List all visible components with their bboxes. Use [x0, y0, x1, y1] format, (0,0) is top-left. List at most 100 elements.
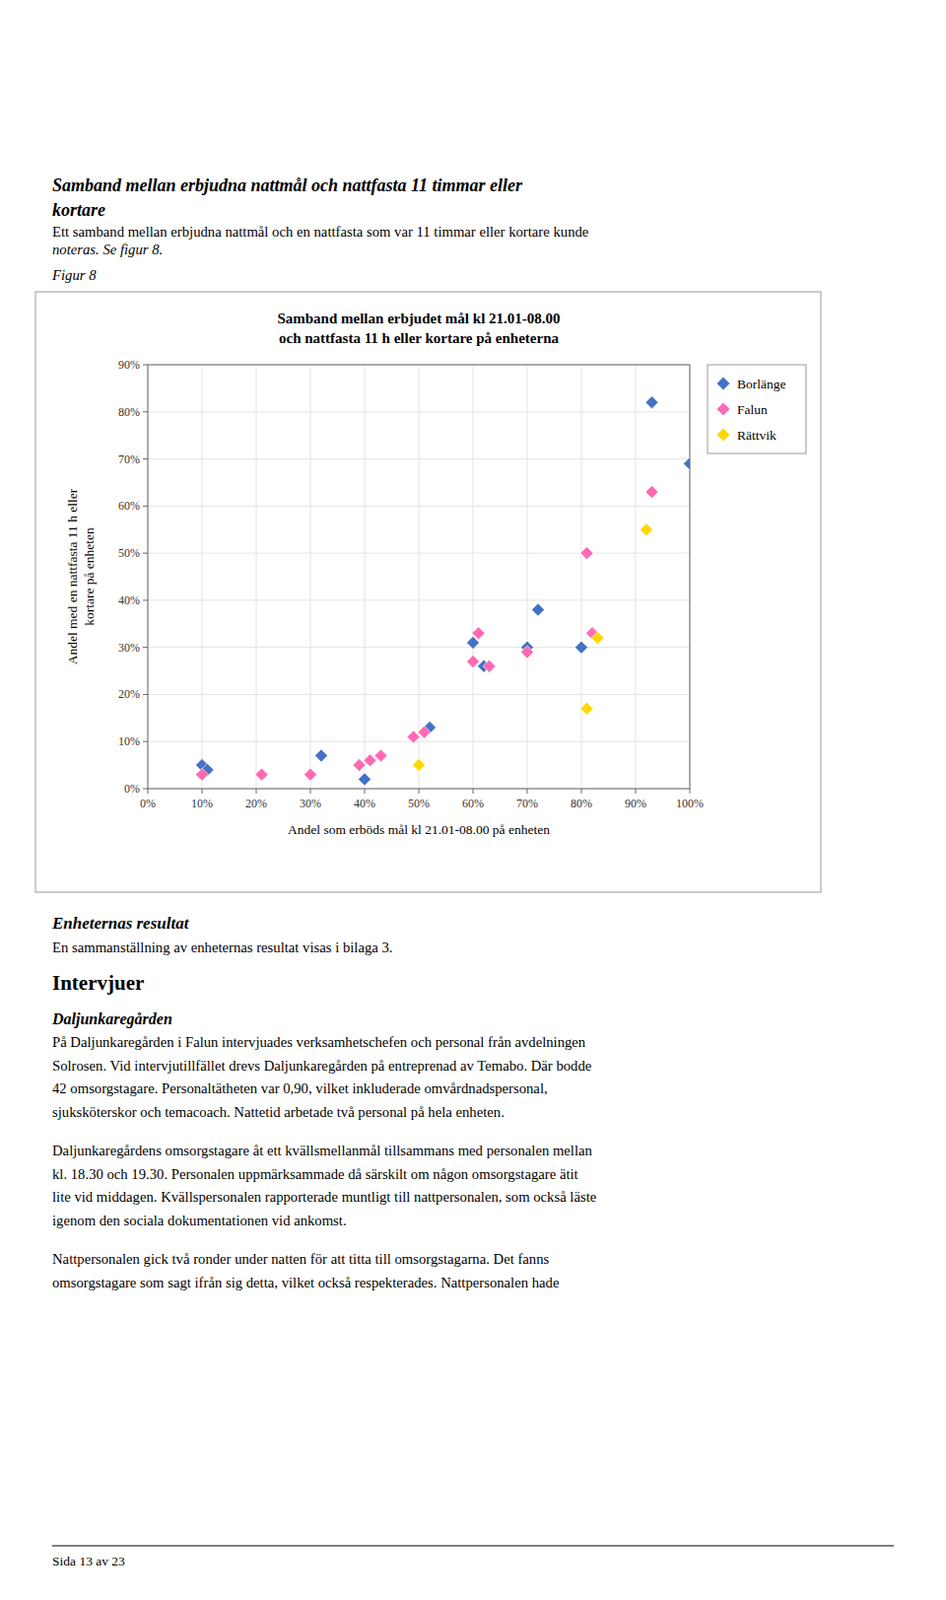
body-text: omsorgstagare som sagt ifrån sig detta, … [52, 1274, 560, 1290]
y-tick [142, 364, 148, 366]
chart-title: Samband mellan erbjudet mål kl 21.01-08.… [276, 310, 560, 346]
legend: BorlängeFalunRättvik [707, 364, 807, 454]
x-tick [310, 788, 312, 794]
point [580, 701, 594, 715]
marks [196, 396, 691, 786]
y-tick-label: 60% [118, 498, 140, 513]
body-text: lite vid middagen. Kvällspersonalen rapp… [52, 1188, 598, 1205]
y-axis-label-line: kortare på enheten [81, 527, 97, 626]
page: Samband mellan erbjudna nattmål och natt… [0, 0, 946, 1600]
chart: Samband mellan erbjudet mål kl 21.01-08.… [65, 310, 807, 837]
y-grid-line [147, 410, 690, 412]
point [467, 655, 480, 669]
y-grid-line [147, 458, 690, 460]
point [683, 457, 691, 471]
y-tick-label: 40% [118, 593, 140, 608]
x-tick [147, 788, 149, 794]
x-grid-line [364, 364, 366, 789]
point [482, 659, 496, 673]
page-title: kortare [52, 200, 106, 220]
figure-label: Figur 8 [51, 267, 97, 283]
legend-box [707, 364, 807, 454]
y-tick-label: 90% [118, 357, 140, 372]
x-tick [256, 788, 258, 794]
point [521, 645, 535, 659]
point [580, 546, 594, 560]
series [196, 396, 691, 786]
page-title: Samband mellan erbjudna nattmål och natt… [52, 175, 524, 196]
y-tick-label: 0% [124, 781, 140, 796]
chart-title-line: och nattfasta 11 h eller kortare på enhe… [278, 330, 559, 346]
y-tick-label: 80% [118, 405, 140, 419]
y-tick-label: 50% [118, 545, 140, 560]
section-title: Enheternas resultat [51, 913, 191, 933]
page-number: Sida 13 av 23 [52, 1553, 126, 1568]
x-tick [418, 788, 420, 794]
point [645, 396, 659, 409]
y-tick [142, 505, 148, 507]
body-text: En sammanställning av enheternas resulta… [52, 939, 393, 955]
x-tick [364, 788, 366, 794]
y-tick-label: 10% [118, 734, 140, 748]
x-tick-label: 20% [245, 796, 268, 811]
legend-label: Rättvik [737, 427, 777, 443]
x-axis-label: Andel som erböds mål kl 21.01-08.00 på e… [287, 821, 550, 837]
point [255, 767, 269, 781]
body-text: kl. 18.30 och 19.30. Personalen uppmärks… [52, 1165, 579, 1182]
x-tick-label: 90% [624, 796, 647, 811]
plot-frame [147, 364, 690, 789]
legend-swatch [717, 377, 731, 391]
y-tick-label: 30% [118, 640, 140, 655]
x-tick [581, 788, 583, 794]
point [532, 603, 545, 616]
x-tick-label: 0% [139, 796, 156, 811]
y-tick [142, 646, 148, 648]
body-text: På Daljunkaregården i Falun intervjuades… [52, 1033, 587, 1050]
section-title: Daljunkaregården [51, 1010, 173, 1028]
y-grid-line [147, 646, 690, 648]
y-axis-label: Andel med en nattfasta 11 h ellerkortare… [65, 487, 97, 665]
x-grid-line [418, 364, 420, 789]
body-text: igenom den sociala dokumentationen vid a… [52, 1212, 347, 1228]
point [374, 748, 388, 762]
page-subtitle: noteras. Se figur 8. [52, 241, 163, 258]
page-subtitle: Ett samband mellan erbjudna nattmål och … [52, 223, 590, 240]
x-grid-line [527, 364, 529, 789]
point [304, 767, 318, 781]
x-tick [527, 788, 529, 794]
point [575, 640, 589, 654]
x-tick [202, 788, 203, 794]
footer-rule [52, 1545, 894, 1547]
x-tick-label: 40% [353, 796, 376, 811]
body-text: 42 omsorgstagare. Personaltätheten var 0… [52, 1080, 548, 1096]
point [472, 626, 485, 640]
legend-swatch [717, 403, 731, 416]
x-tick-label: 80% [570, 796, 593, 811]
y-tick-label: 70% [118, 452, 140, 467]
y-tick [142, 599, 148, 601]
x-tick [689, 788, 691, 794]
point [591, 631, 605, 645]
point [645, 485, 659, 499]
y-grid-line [147, 599, 690, 601]
body-text: Solrosen. Vid intervjutillfället drevs D… [52, 1057, 593, 1074]
plot-area [147, 364, 690, 789]
legend-swatch [717, 428, 731, 442]
series [196, 485, 660, 782]
y-tick [142, 693, 148, 695]
x-grid-line [635, 364, 637, 789]
x-tick [473, 788, 474, 794]
body-text: Daljunkaregårdens omsorgstagare åt ett k… [52, 1142, 594, 1158]
x-grid-line [202, 364, 203, 789]
body-text: Nattpersonalen gick två ronder under nat… [52, 1250, 550, 1267]
x-tick [635, 788, 637, 794]
point [315, 748, 329, 762]
y-tick [142, 458, 148, 460]
x-tick-label: 30% [299, 796, 322, 811]
y-axis-label-line: Andel med en nattfasta 11 h eller [65, 487, 80, 665]
y-tick [142, 741, 148, 743]
legend-label: Falun [737, 402, 768, 417]
y-tick [142, 410, 148, 412]
point [417, 725, 431, 739]
y-tick-label: 20% [118, 686, 140, 701]
